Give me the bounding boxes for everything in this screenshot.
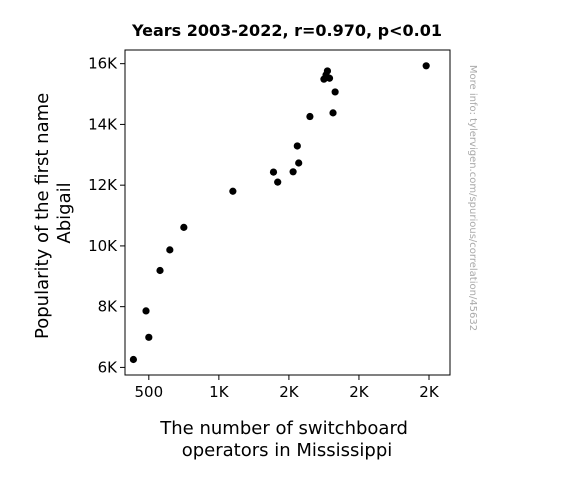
- data-point: [180, 223, 188, 231]
- data-point: [329, 109, 337, 117]
- x-tick-label: 2K: [349, 383, 370, 401]
- data-point: [229, 187, 237, 195]
- y-axis-label-line-2: Abigail: [54, 182, 75, 243]
- x-tick-label: 2K: [279, 383, 300, 401]
- x-tick-label: 2K: [419, 383, 440, 401]
- y-tick-label: 16K: [88, 55, 118, 73]
- data-point: [323, 67, 332, 75]
- data-point: [331, 88, 339, 96]
- x-tick-label: 500: [134, 383, 163, 401]
- data-points: [129, 62, 430, 364]
- data-point: [166, 246, 174, 254]
- y-tick-label: 8K: [98, 298, 119, 316]
- chart-title: Years 2003-2022, r=0.970, p<0.01: [131, 21, 442, 40]
- y-tick-label: 14K: [88, 115, 118, 133]
- x-tick-label: 1K: [209, 383, 230, 401]
- data-point: [129, 355, 138, 364]
- data-point: [156, 266, 164, 275]
- data-point: [293, 142, 301, 150]
- data-point: [142, 307, 150, 315]
- x-axis-label-line-1: The number of switchboard: [159, 418, 408, 439]
- data-point: [422, 62, 430, 70]
- plot-area-frame: [124, 49, 451, 376]
- svg-text:Popularity of the first name: Popularity of the first name Abigail: [32, 87, 75, 339]
- source-note: More info: tylervigen.com/spurious/corre…: [467, 65, 478, 331]
- data-point: [289, 168, 297, 176]
- y-axis-label: Popularity of the first name Abigail: [32, 87, 75, 339]
- y-axis-label-line-1: Popularity of the first name: [32, 93, 53, 339]
- data-point: [269, 168, 278, 176]
- y-tick-label: 10K: [88, 237, 118, 255]
- data-point: [145, 333, 153, 341]
- data-point: [274, 178, 282, 186]
- data-point: [306, 112, 314, 121]
- svg-text:The number of switchboard: The number of switchboard operators in M…: [159, 418, 413, 461]
- y-tick-label: 12K: [88, 176, 118, 194]
- data-point: [295, 159, 303, 167]
- data-point: [325, 74, 334, 82]
- x-axis-label-line-2: operators in Mississippi: [182, 440, 393, 461]
- axis-ticks: 500 1K 2K 2K 2K 6K 8K 10K 12K 14K 16K: [88, 55, 440, 401]
- y-tick-label: 6K: [98, 358, 119, 376]
- x-axis-label: The number of switchboard operators in M…: [159, 418, 413, 461]
